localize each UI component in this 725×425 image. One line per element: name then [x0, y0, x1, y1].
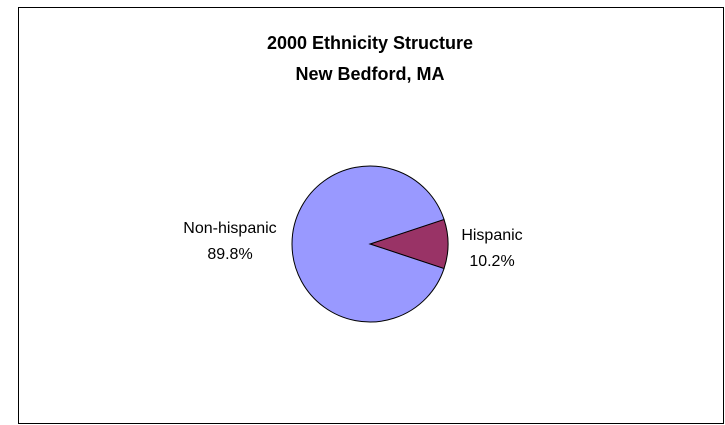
pie-slice-non-hispanic [291, 165, 445, 323]
chart-title-line-2: New Bedford, MA [295, 64, 444, 84]
pie-slices [291, 165, 449, 323]
slice-label-non-hispanic-name: Non-hispanic [183, 220, 276, 237]
chart-title-line-1: 2000 Ethnicity Structure [267, 33, 473, 53]
slice-label-hispanic-percent: 10.2% [469, 253, 514, 270]
slice-label-hispanic-name: Hispanic [461, 227, 522, 244]
slice-label-non-hispanic-percent: 89.8% [207, 246, 252, 263]
